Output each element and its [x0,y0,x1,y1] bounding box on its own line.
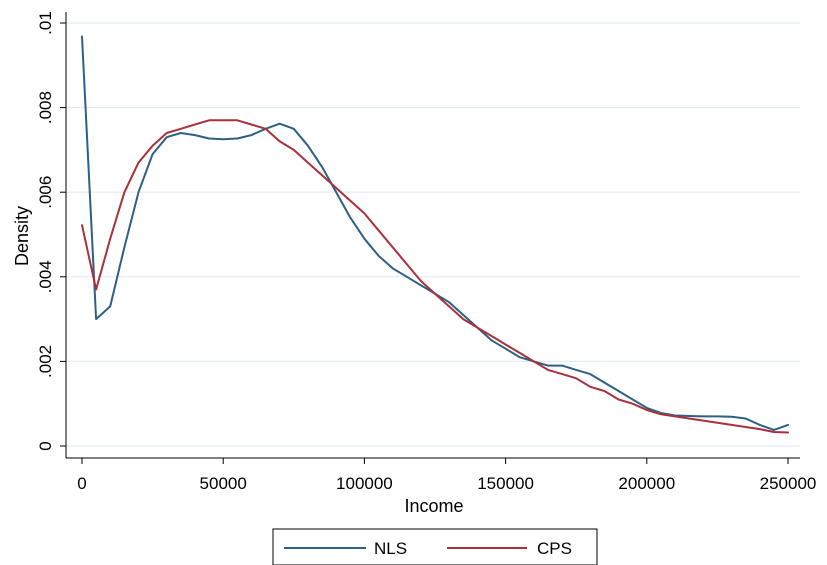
x-tick-label-1: 50000 [200,474,247,493]
y-tick-label-2: .004 [36,260,55,293]
y-tick-label-5: .01 [36,11,55,35]
legend-label-cps: CPS [537,539,572,558]
x-axis-title: Income [404,496,463,516]
x-tick-label-5: 250000 [760,474,817,493]
series-lines [81,35,789,434]
x-tick-label-3: 150000 [477,474,534,493]
y-tick-label-1: .002 [36,345,55,378]
x-tick-label-2: 100000 [336,474,393,493]
axes [60,12,800,464]
y-tick-label-3: .006 [36,176,55,209]
x-tick-label-4: 200000 [618,474,675,493]
legend-label-nls: NLS [374,539,407,558]
y-axis-title: Density [12,206,32,266]
series-line-cps [81,119,789,434]
y-tick-label-4: .008 [36,91,55,124]
gridlines [66,22,800,447]
x-tick-label-0: 0 [77,474,86,493]
tick-labels: 0 .002 .004 .006 .008 .01 0 50000 100000 150000 20… [36,11,816,493]
y-tick-label-0: 0 [36,441,55,450]
legend: NLS CPS [272,528,598,565]
